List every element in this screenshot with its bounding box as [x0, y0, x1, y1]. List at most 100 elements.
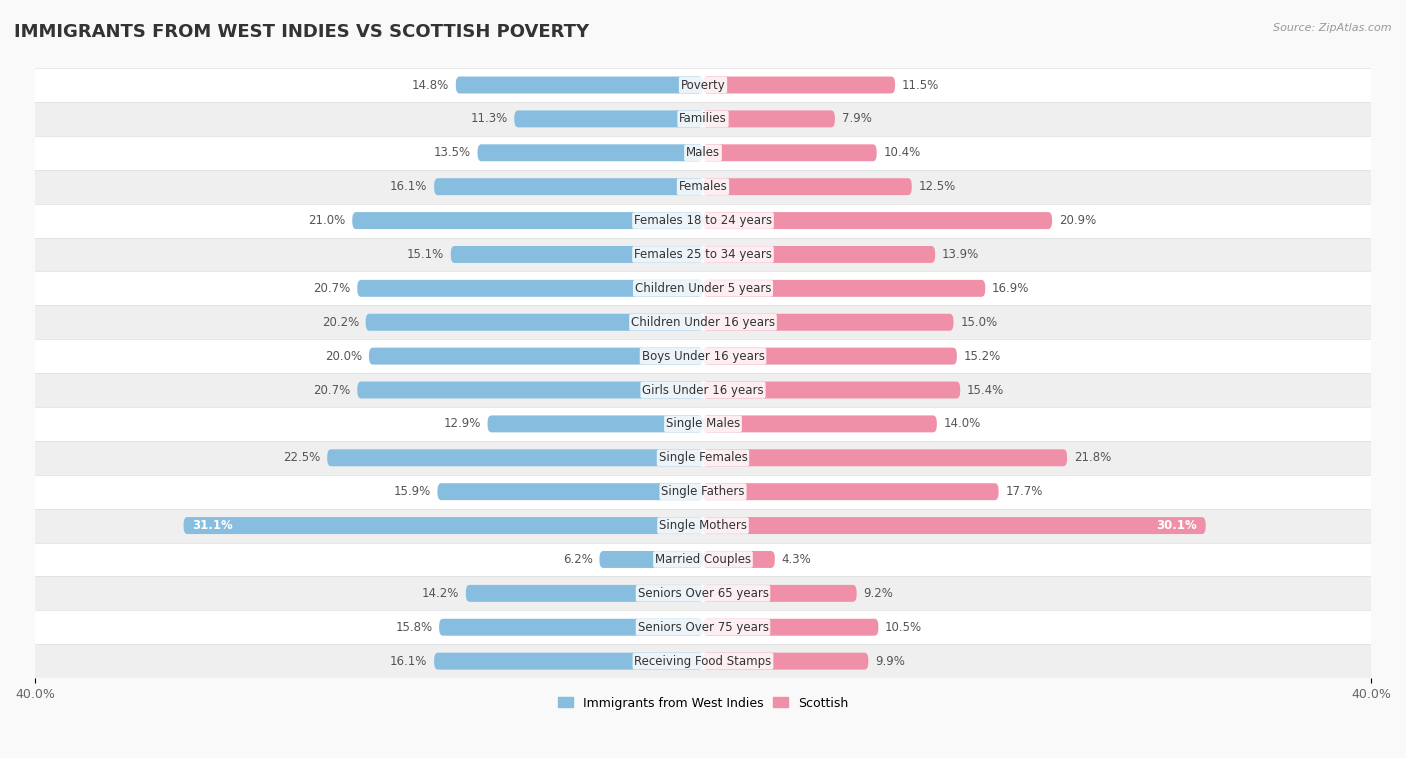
- Bar: [35, 610, 1371, 644]
- Text: 20.9%: 20.9%: [1059, 214, 1097, 227]
- FancyBboxPatch shape: [353, 212, 703, 229]
- Text: IMMIGRANTS FROM WEST INDIES VS SCOTTISH POVERTY: IMMIGRANTS FROM WEST INDIES VS SCOTTISH …: [14, 23, 589, 41]
- Text: Females: Females: [679, 180, 727, 193]
- Text: Single Fathers: Single Fathers: [661, 485, 745, 498]
- Bar: [35, 170, 1371, 204]
- Text: Girls Under 16 years: Girls Under 16 years: [643, 384, 763, 396]
- Text: 12.5%: 12.5%: [918, 180, 956, 193]
- FancyBboxPatch shape: [456, 77, 703, 93]
- Bar: [35, 204, 1371, 237]
- Text: 11.5%: 11.5%: [901, 79, 939, 92]
- Text: 16.1%: 16.1%: [389, 655, 427, 668]
- FancyBboxPatch shape: [703, 314, 953, 330]
- Text: 21.8%: 21.8%: [1074, 451, 1111, 465]
- Text: 9.2%: 9.2%: [863, 587, 893, 600]
- Text: Single Females: Single Females: [658, 451, 748, 465]
- Text: Source: ZipAtlas.com: Source: ZipAtlas.com: [1274, 23, 1392, 33]
- Text: 11.3%: 11.3%: [471, 112, 508, 125]
- Text: 20.0%: 20.0%: [325, 349, 363, 362]
- FancyBboxPatch shape: [368, 348, 703, 365]
- FancyBboxPatch shape: [488, 415, 703, 432]
- FancyBboxPatch shape: [434, 178, 703, 195]
- FancyBboxPatch shape: [184, 517, 703, 534]
- Bar: [35, 305, 1371, 339]
- FancyBboxPatch shape: [703, 517, 1206, 534]
- Bar: [35, 407, 1371, 441]
- FancyBboxPatch shape: [328, 449, 703, 466]
- FancyBboxPatch shape: [465, 585, 703, 602]
- FancyBboxPatch shape: [434, 653, 703, 669]
- Bar: [35, 441, 1371, 475]
- Text: Married Couples: Married Couples: [655, 553, 751, 566]
- FancyBboxPatch shape: [703, 144, 877, 161]
- Text: Families: Families: [679, 112, 727, 125]
- Text: Females 18 to 24 years: Females 18 to 24 years: [634, 214, 772, 227]
- Text: 12.9%: 12.9%: [443, 418, 481, 431]
- Text: Females 25 to 34 years: Females 25 to 34 years: [634, 248, 772, 261]
- Bar: [35, 339, 1371, 373]
- Text: 4.3%: 4.3%: [782, 553, 811, 566]
- FancyBboxPatch shape: [703, 178, 911, 195]
- Text: 15.1%: 15.1%: [406, 248, 444, 261]
- Bar: [35, 475, 1371, 509]
- Text: Boys Under 16 years: Boys Under 16 years: [641, 349, 765, 362]
- FancyBboxPatch shape: [437, 483, 703, 500]
- Text: 15.4%: 15.4%: [967, 384, 1004, 396]
- Bar: [35, 68, 1371, 102]
- Bar: [35, 373, 1371, 407]
- Text: Seniors Over 75 years: Seniors Over 75 years: [637, 621, 769, 634]
- Bar: [35, 509, 1371, 543]
- Bar: [35, 136, 1371, 170]
- FancyBboxPatch shape: [703, 415, 936, 432]
- Text: 31.1%: 31.1%: [193, 519, 232, 532]
- FancyBboxPatch shape: [703, 348, 957, 365]
- Text: 30.1%: 30.1%: [1157, 519, 1198, 532]
- Text: Seniors Over 65 years: Seniors Over 65 years: [637, 587, 769, 600]
- Text: 22.5%: 22.5%: [283, 451, 321, 465]
- Bar: [35, 237, 1371, 271]
- FancyBboxPatch shape: [366, 314, 703, 330]
- FancyBboxPatch shape: [357, 280, 703, 297]
- Text: 6.2%: 6.2%: [562, 553, 593, 566]
- Text: 15.8%: 15.8%: [395, 621, 433, 634]
- Text: 7.9%: 7.9%: [842, 112, 872, 125]
- Text: 14.2%: 14.2%: [422, 587, 460, 600]
- Text: 16.1%: 16.1%: [389, 180, 427, 193]
- Bar: [35, 543, 1371, 576]
- Text: 10.5%: 10.5%: [884, 621, 922, 634]
- Text: 20.7%: 20.7%: [314, 282, 350, 295]
- FancyBboxPatch shape: [703, 77, 896, 93]
- FancyBboxPatch shape: [703, 246, 935, 263]
- Text: 20.7%: 20.7%: [314, 384, 350, 396]
- FancyBboxPatch shape: [703, 449, 1067, 466]
- FancyBboxPatch shape: [451, 246, 703, 263]
- Text: Children Under 16 years: Children Under 16 years: [631, 316, 775, 329]
- Text: Poverty: Poverty: [681, 79, 725, 92]
- Text: 16.9%: 16.9%: [993, 282, 1029, 295]
- FancyBboxPatch shape: [703, 483, 998, 500]
- Text: 14.8%: 14.8%: [412, 79, 449, 92]
- FancyBboxPatch shape: [599, 551, 703, 568]
- FancyBboxPatch shape: [357, 381, 703, 399]
- Text: 14.0%: 14.0%: [943, 418, 981, 431]
- Bar: [35, 102, 1371, 136]
- FancyBboxPatch shape: [703, 280, 986, 297]
- Legend: Immigrants from West Indies, Scottish: Immigrants from West Indies, Scottish: [553, 691, 853, 715]
- FancyBboxPatch shape: [703, 111, 835, 127]
- Text: 15.0%: 15.0%: [960, 316, 997, 329]
- FancyBboxPatch shape: [703, 381, 960, 399]
- FancyBboxPatch shape: [515, 111, 703, 127]
- FancyBboxPatch shape: [703, 585, 856, 602]
- Text: 9.9%: 9.9%: [875, 655, 905, 668]
- Text: 21.0%: 21.0%: [308, 214, 346, 227]
- Text: Receiving Food Stamps: Receiving Food Stamps: [634, 655, 772, 668]
- FancyBboxPatch shape: [703, 212, 1052, 229]
- Text: 15.2%: 15.2%: [963, 349, 1001, 362]
- FancyBboxPatch shape: [439, 619, 703, 636]
- Text: 13.9%: 13.9%: [942, 248, 979, 261]
- Bar: [35, 271, 1371, 305]
- Text: 10.4%: 10.4%: [883, 146, 921, 159]
- Text: Single Mothers: Single Mothers: [659, 519, 747, 532]
- FancyBboxPatch shape: [703, 619, 879, 636]
- FancyBboxPatch shape: [703, 551, 775, 568]
